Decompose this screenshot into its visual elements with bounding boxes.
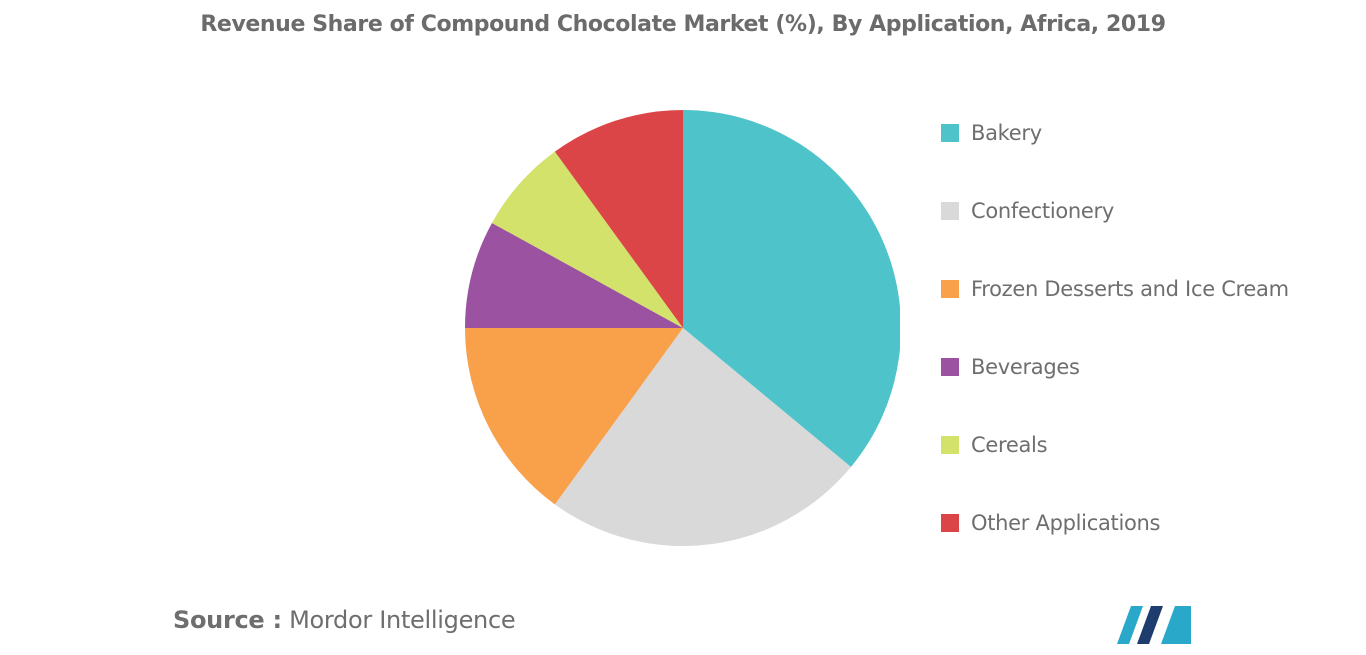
- legend-label: Beverages: [971, 355, 1080, 379]
- legend-label: Frozen Desserts and Ice Cream: [971, 277, 1289, 301]
- pie-slice-frozen-desserts-and-ice-cream: [465, 328, 683, 505]
- logo-shape-left: [1117, 606, 1143, 644]
- legend-item-frozen-desserts-and-ice-cream: Frozen Desserts and Ice Cream: [941, 270, 1289, 308]
- logo-shape-right: [1161, 606, 1191, 644]
- legend-label: Cereals: [971, 433, 1048, 457]
- pie-slice-bakery: [683, 110, 900, 467]
- legend-item-confectionery: Confectionery: [941, 192, 1289, 230]
- legend-swatch: [941, 202, 959, 220]
- legend-item-bakery: Bakery: [941, 114, 1289, 152]
- legend-label: Other Applications: [971, 511, 1161, 535]
- legend-label: Bakery: [971, 121, 1042, 145]
- pie-chart: [465, 110, 900, 546]
- legend-swatch: [941, 358, 959, 376]
- logo-shape-middle: [1137, 606, 1163, 644]
- legend-item-cereals: Cereals: [941, 426, 1289, 464]
- source-note: Source : Mordor Intelligence: [173, 606, 516, 634]
- legend-item-beverages: Beverages: [941, 348, 1289, 386]
- chart-legend: Bakery Confectionery Frozen Desserts and I…: [941, 114, 1289, 582]
- legend-item-other-applications: Other Applications: [941, 504, 1289, 542]
- chart-title: Revenue Share of Compound Chocolate Mark…: [200, 12, 1166, 37]
- legend-label: Confectionery: [971, 199, 1114, 223]
- pie-slice-other-applications: [554, 110, 683, 328]
- legend-swatch: [941, 436, 959, 454]
- pie-slice-cereals: [491, 151, 683, 328]
- legend-swatch: [941, 514, 959, 532]
- pie-slice-beverages: [465, 222, 683, 328]
- source-key: Source :: [173, 606, 282, 634]
- legend-swatch: [941, 280, 959, 298]
- pie-slice-confectionery: [554, 328, 851, 546]
- source-value: Mordor Intelligence: [289, 606, 516, 634]
- legend-swatch: [941, 124, 959, 142]
- mordor-intelligence-logo-icon: [1117, 606, 1191, 644]
